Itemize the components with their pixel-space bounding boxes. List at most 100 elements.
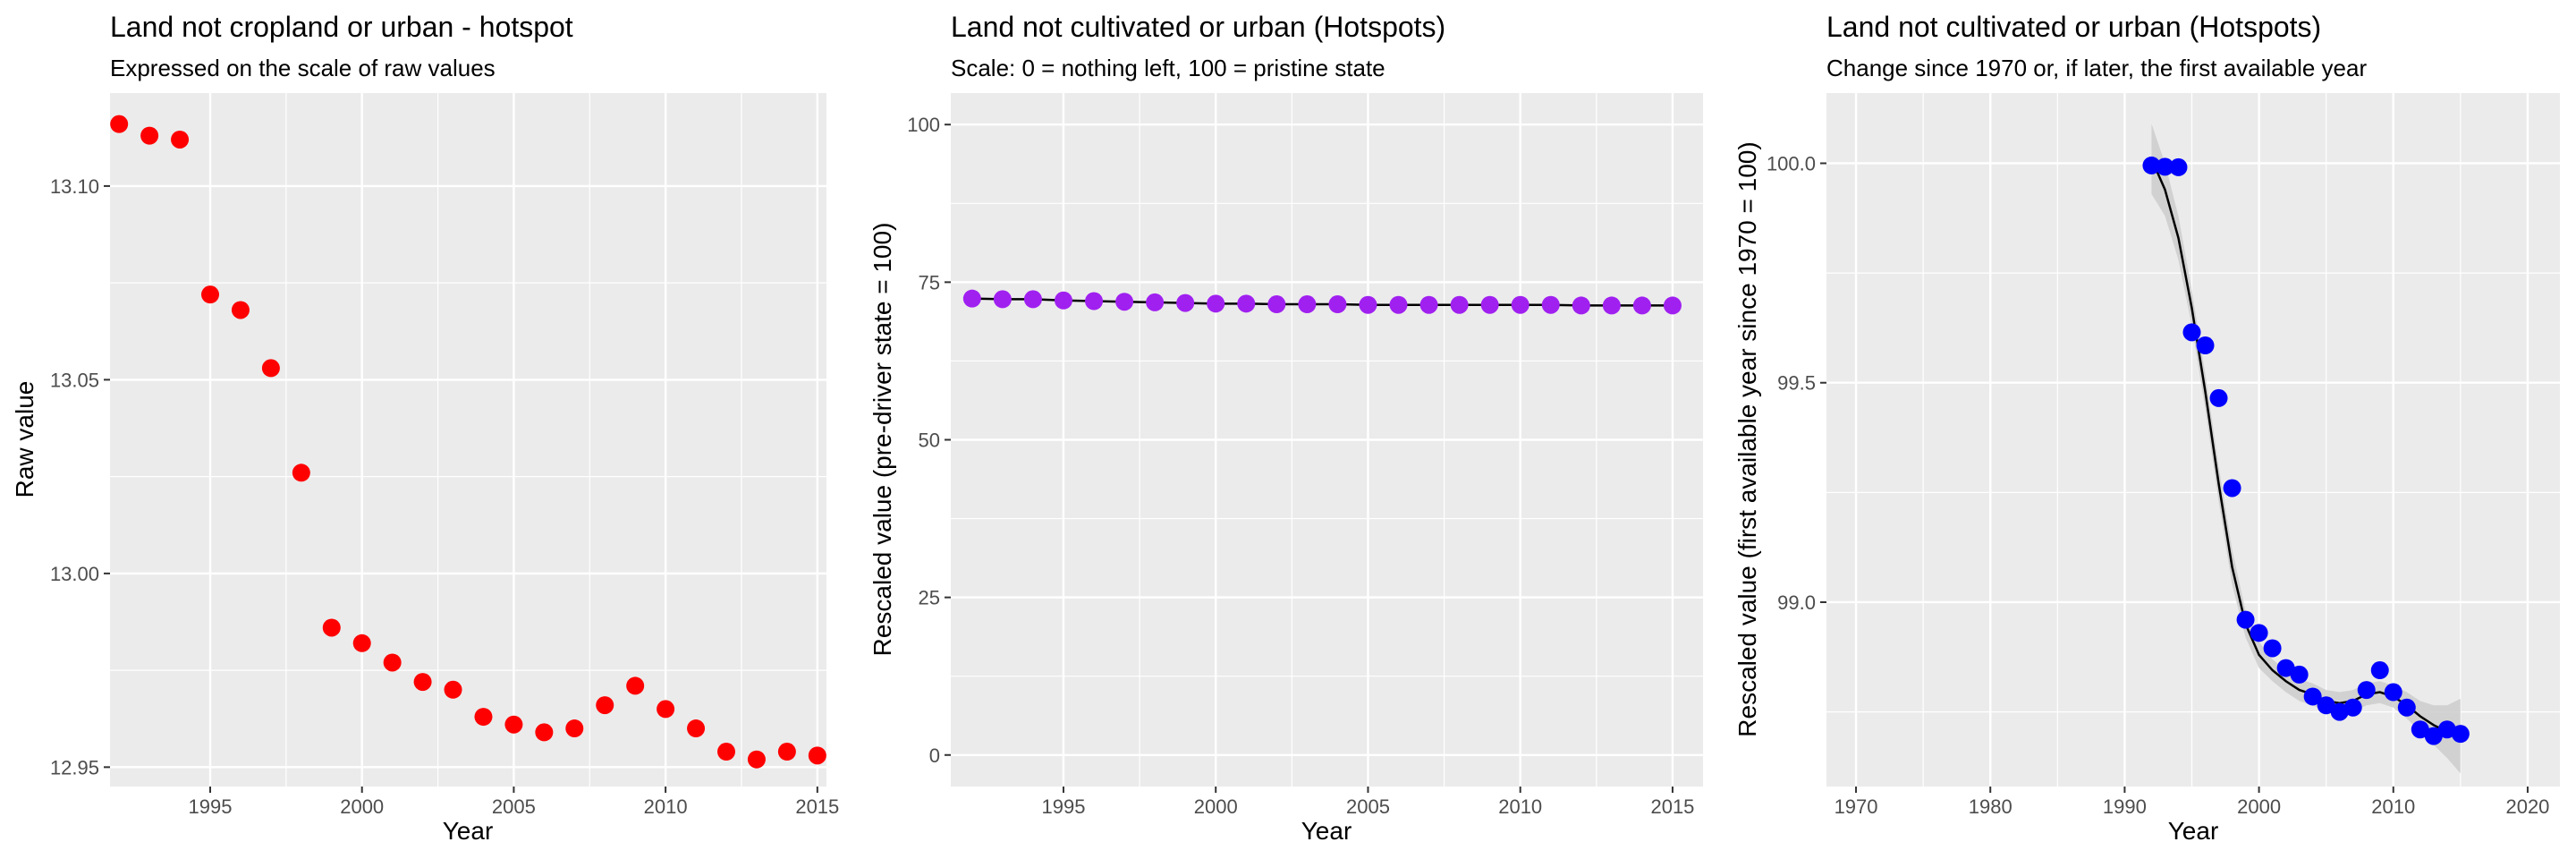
x-tick-label: 2000	[1194, 795, 1238, 818]
x-tick-label: 1995	[189, 795, 233, 818]
data-point	[1511, 295, 1530, 314]
x-axis-title: Year	[2168, 817, 2219, 845]
data-point	[747, 750, 766, 769]
data-point	[1480, 295, 1499, 314]
data-point	[1237, 294, 1256, 313]
data-point	[2343, 698, 2362, 717]
data-point	[626, 676, 645, 695]
x-tick-label: 2015	[1650, 795, 1694, 818]
panel-title: Land not cultivated or urban (Hotspots)	[951, 11, 1445, 43]
data-points	[962, 289, 1682, 315]
data-point	[231, 301, 250, 319]
y-tick-label: 75	[919, 271, 940, 293]
x-tick-label: 2010	[1498, 795, 1542, 818]
data-point	[2263, 639, 2282, 658]
data-point	[383, 653, 402, 672]
data-point	[2424, 727, 2443, 745]
data-point	[474, 708, 493, 727]
y-tick-label: 99.5	[1777, 372, 1816, 395]
data-point	[1176, 293, 1195, 312]
plot-area	[110, 93, 826, 787]
panel-title: Land not cropland or urban - hotspot	[110, 11, 573, 43]
axis-ticks: 1995 2000 2005 2010 2015 0 25 50 75 100	[907, 114, 1694, 818]
data-point	[2357, 681, 2376, 700]
data-point	[2156, 157, 2174, 176]
data-point	[1267, 295, 1286, 314]
data-point	[2169, 157, 2188, 176]
x-tick-label: 1995	[1042, 795, 1086, 818]
data-point	[2411, 720, 2429, 739]
y-tick-label: 13.10	[50, 175, 99, 198]
data-point	[2196, 336, 2215, 355]
data-point	[292, 464, 310, 482]
data-point	[322, 618, 341, 637]
panel-title: Land not cultivated or urban (Hotspots)	[1826, 11, 2321, 43]
data-point	[1602, 296, 1621, 315]
data-point	[2330, 702, 2349, 721]
data-point	[1085, 292, 1104, 310]
panel-subtitle: Expressed on the scale of raw values	[110, 55, 496, 81]
data-point	[1632, 296, 1651, 315]
x-tick-label: 2015	[795, 795, 839, 818]
data-point	[1115, 293, 1134, 311]
data-point	[2437, 720, 2456, 739]
data-point	[962, 289, 981, 308]
panel-subtitle: Change since 1970 or, if later, the firs…	[1826, 55, 2367, 81]
x-tick-label: 2005	[1346, 795, 1390, 818]
y-tick-label: 99.0	[1777, 591, 1816, 614]
data-point	[1450, 295, 1469, 314]
x-tick-label: 1990	[2103, 795, 2147, 818]
data-point	[993, 290, 1012, 309]
axis-ticks: 1970 1980 1990 2000 2010 2020 99.0 99.5 100.0	[1767, 152, 2549, 818]
data-point	[1328, 295, 1347, 314]
plot-area	[1826, 93, 2560, 787]
x-tick-label: 2020	[2505, 795, 2549, 818]
data-point	[201, 285, 220, 304]
data-point	[504, 715, 523, 734]
data-point	[1389, 295, 1408, 314]
data-point	[2276, 659, 2295, 677]
grid-lines	[110, 93, 826, 787]
data-point	[444, 680, 462, 699]
data-point	[2236, 610, 2255, 629]
data-point	[1419, 295, 1438, 314]
x-tick-label: 2010	[2371, 795, 2415, 818]
data-point	[2290, 665, 2309, 684]
panel-rescaled-pristine: Land not cultivated or urban (Hotspots) …	[869, 11, 1703, 845]
data-point	[2384, 683, 2402, 702]
panel-raw-values: Land not cropland or urban - hotspot Exp…	[11, 11, 839, 845]
data-point	[596, 696, 614, 715]
y-tick-label: 13.00	[50, 563, 99, 585]
y-tick-label: 12.95	[50, 756, 99, 778]
data-point	[413, 673, 432, 692]
data-point	[352, 634, 371, 652]
data-point	[2182, 323, 2201, 342]
y-axis-title: Rescaled value (first available year sin…	[1733, 141, 1761, 736]
x-tick-label: 1980	[1969, 795, 2012, 818]
panel-change-since-1970: Land not cultivated or urban (Hotspots) …	[1733, 11, 2560, 845]
data-point	[808, 746, 826, 765]
data-point	[657, 700, 675, 719]
data-point	[1359, 295, 1377, 314]
grid-lines	[1826, 93, 2560, 787]
data-point	[535, 723, 554, 742]
data-point	[1663, 296, 1682, 315]
x-tick-label: 1970	[1835, 795, 1878, 818]
data-point	[171, 130, 190, 149]
y-tick-label: 25	[919, 587, 940, 609]
data-point	[1054, 291, 1072, 310]
data-point	[2317, 696, 2335, 715]
axis-ticks: 1995 2000 2005 2010 2015 12.95 13.00 13.05 13.10	[50, 175, 839, 818]
y-tick-label: 100.0	[1767, 152, 1816, 174]
data-point	[1298, 295, 1317, 314]
y-axis-title: Raw value	[11, 381, 38, 498]
data-point	[2250, 624, 2268, 642]
x-axis-title: Year	[1301, 817, 1352, 845]
data-point	[2303, 687, 2322, 706]
data-point	[2397, 698, 2416, 717]
data-point	[2142, 156, 2161, 174]
data-point	[1023, 290, 1042, 309]
data-point	[261, 359, 280, 378]
grid-lines	[951, 93, 1703, 787]
